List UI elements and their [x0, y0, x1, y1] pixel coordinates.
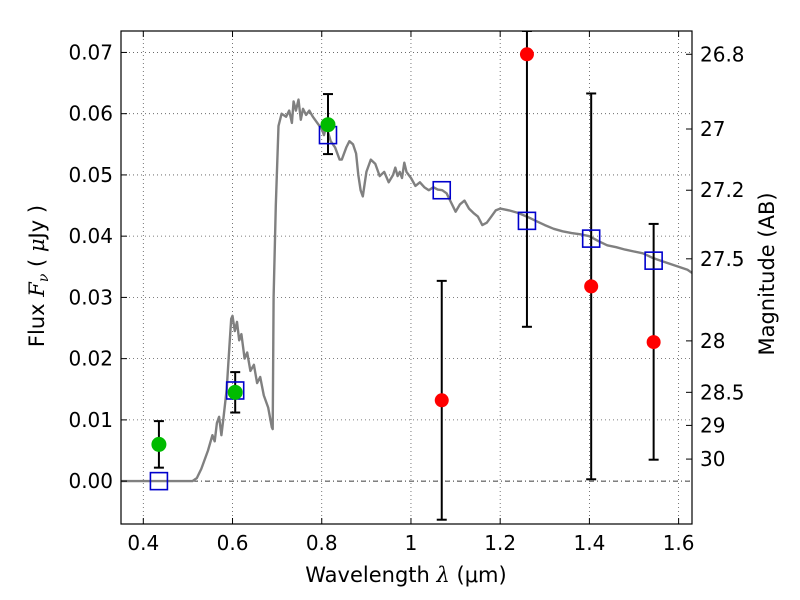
- y-tick-label: 0.00: [68, 469, 113, 493]
- low-significance-flux-point: [584, 279, 599, 294]
- y-tick-label: 0.04: [68, 224, 113, 248]
- magnitude-tick-label: 27.5: [700, 247, 745, 271]
- magnitude-tick-label: 30: [700, 447, 725, 471]
- low-significance-flux-point: [434, 393, 449, 408]
- magnitude-tick-label: 28: [700, 329, 725, 353]
- measured-flux-point: [320, 117, 336, 133]
- magnitude-tick-label: 28.5: [700, 380, 745, 404]
- synthetic-photometry-square: [581, 229, 601, 248]
- x-tick-label: 1.2: [484, 531, 516, 555]
- synthetic-photometry-square: [644, 251, 663, 270]
- right-axis-label: Magnitude (AB): [755, 192, 779, 355]
- synthetic-photometry-square: [517, 211, 537, 231]
- marker-layer: [149, 47, 663, 491]
- synthetic-photometry-square: [432, 180, 452, 200]
- x-axis-label: Wavelength λ (μm): [305, 563, 506, 587]
- y-axis-label: Flux Fν ( μJy ): [25, 205, 52, 347]
- y-tick-label: 0.01: [68, 408, 113, 432]
- magnitude-tick-label: 27: [700, 117, 725, 141]
- magnitude-tick-label: 29: [700, 413, 725, 437]
- tick-labels: 0.4 0.6 0.8 1 1.2 1.4 1.6 0.00 0.01 0.02 0.03 0.04 0…: [68, 40, 744, 555]
- x-tick-label: 1: [405, 531, 418, 555]
- y-tick-label: 0.03: [68, 285, 113, 309]
- low-significance-flux-point: [646, 335, 661, 350]
- low-significance-flux-point: [519, 47, 534, 62]
- y-tick-label: 0.07: [68, 40, 113, 64]
- synthetic-photometry-square: [149, 471, 169, 491]
- x-tick-label: 0.4: [127, 531, 159, 555]
- plot-frame: [120, 30, 693, 525]
- x-tick-label: 1.4: [573, 531, 605, 555]
- measured-flux-point: [227, 384, 243, 400]
- x-tick-label: 0.6: [217, 531, 249, 555]
- y-tick-label: 0.06: [68, 102, 113, 126]
- y-tick-label: 0.05: [68, 163, 113, 187]
- magnitude-tick-label: 26.8: [700, 42, 745, 66]
- magnitude-tick-label: 27.2: [700, 178, 745, 202]
- ticks: [121, 31, 692, 524]
- x-tick-label: 1.6: [663, 531, 695, 555]
- x-tick-label: 0.8: [306, 531, 338, 555]
- y-tick-label: 0.02: [68, 347, 113, 371]
- measured-flux-point: [151, 436, 167, 452]
